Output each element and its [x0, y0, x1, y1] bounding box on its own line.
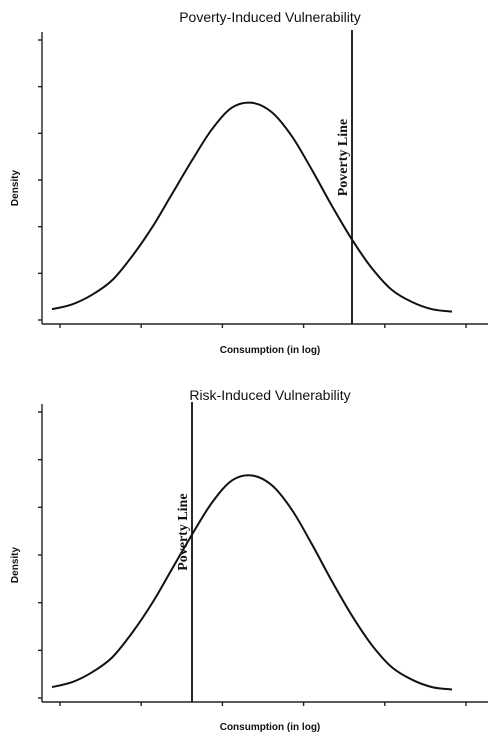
poverty-line-label: Poverty Line — [336, 119, 351, 196]
chart-title: Risk-Induced Vulnerability — [189, 387, 350, 403]
y-axis-label: Density — [10, 547, 21, 584]
density-curve — [51, 474, 453, 691]
panel-risk-induced: Risk-Induced Vulnerability Consumption (… — [10, 387, 488, 733]
chart-title: Poverty-Induced Vulnerability — [179, 9, 361, 25]
density-curve — [51, 101, 453, 313]
y-axis-label: Density — [10, 170, 21, 207]
poverty-line-label: Poverty Line — [176, 493, 191, 570]
x-axis-label: Consumption (in log) — [220, 722, 321, 733]
panel-poverty-induced: Poverty-Induced Vulnerability Consumptio… — [10, 9, 488, 356]
x-axis-label: Consumption (in log) — [220, 345, 321, 356]
